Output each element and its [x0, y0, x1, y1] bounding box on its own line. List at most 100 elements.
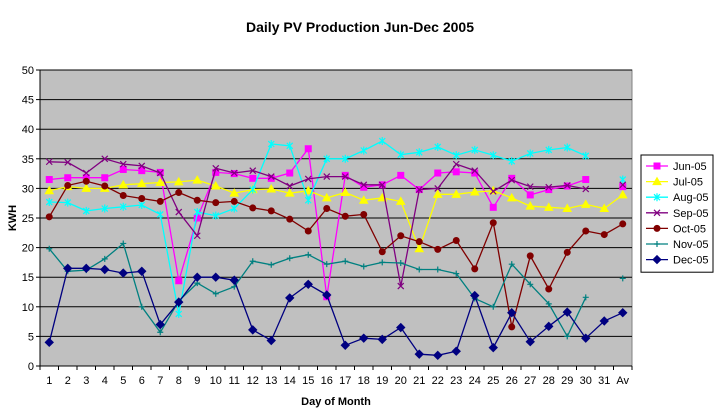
x-tick-label: 11 [229, 375, 240, 387]
data-point [653, 209, 661, 217]
data-point [81, 183, 92, 192]
data-point [526, 252, 534, 260]
data-point [452, 151, 460, 160]
y-axis-ticks: 0 5 10 15 20 25 30 35 40 45 50 [22, 65, 40, 373]
data-point [138, 167, 146, 175]
y-tick-label: 35 [22, 154, 34, 166]
data-point [229, 275, 239, 285]
data-point [230, 169, 238, 177]
data-point [174, 297, 184, 307]
data-point [156, 197, 164, 205]
legend-item: Nov-05 [646, 239, 708, 251]
data-point [230, 197, 238, 205]
data-point [192, 272, 202, 282]
data-point [582, 185, 590, 193]
x-axis-ticks: 1 2 3 4 5 6 7 8 9 10 11 12 13 14 15 16 17 18 19 20 21 22 23 24 2… [39, 366, 633, 387]
data-point [434, 169, 442, 177]
data-point [507, 308, 517, 318]
data-point [619, 183, 627, 191]
data-point [379, 259, 386, 266]
x-tick-label: 3 [83, 375, 89, 387]
data-point [138, 303, 145, 310]
legend-label: Jun-05 [673, 161, 707, 173]
data-point [286, 215, 294, 223]
data-point [155, 319, 165, 330]
data-point [378, 181, 386, 189]
y-tick-label: 10 [22, 302, 34, 314]
data-point [397, 259, 404, 266]
data-point [545, 285, 553, 293]
x-tick-label: 23 [450, 375, 462, 387]
data-point [397, 171, 405, 179]
data-point [211, 272, 221, 282]
x-tick-label: 30 [580, 375, 592, 387]
data-point [118, 179, 129, 189]
data-point [489, 219, 497, 227]
data-point [249, 204, 257, 212]
data-point [545, 145, 553, 154]
data-point [360, 210, 368, 218]
y-tick-label: 5 [28, 331, 34, 343]
data-point [175, 309, 183, 318]
data-point [397, 282, 405, 290]
data-point [452, 168, 460, 176]
data-point [64, 198, 72, 207]
data-point [64, 181, 72, 189]
data-point [323, 205, 331, 213]
data-point [508, 323, 516, 331]
y-axis-label: KWH [7, 205, 19, 231]
data-point [119, 192, 127, 200]
data-point [415, 186, 423, 194]
data-point [415, 238, 423, 246]
legend-box [640, 154, 714, 273]
data-point [249, 185, 257, 194]
data-point [341, 173, 349, 180]
x-tick-label: 5 [120, 375, 126, 387]
data-point [100, 264, 110, 275]
series-line [49, 179, 624, 251]
data-point [341, 154, 349, 163]
data-point [304, 145, 312, 153]
data-point [600, 231, 608, 239]
data-point [488, 185, 499, 195]
data-point [525, 201, 536, 210]
data-point [340, 340, 350, 350]
data-point [267, 174, 275, 182]
data-point [508, 157, 516, 166]
data-point [416, 266, 423, 273]
data-point [582, 294, 589, 301]
data-point [618, 308, 628, 318]
data-point [341, 171, 349, 179]
data-point [284, 188, 295, 197]
data-point [192, 175, 203, 184]
data-point [45, 158, 53, 166]
x-tick-label: 28 [543, 375, 555, 387]
data-point [434, 184, 442, 192]
data-point [63, 263, 73, 274]
data-point [82, 169, 90, 177]
data-point [414, 349, 424, 359]
data-point [285, 293, 295, 303]
data-point [452, 160, 460, 168]
data-point [432, 189, 443, 198]
data-point [101, 174, 109, 182]
data-point [395, 196, 406, 205]
x-tick-label: 2 [65, 375, 71, 387]
data-point [101, 255, 108, 262]
data-point [303, 279, 313, 290]
data-point [525, 337, 535, 347]
x-tick-label: 13 [265, 375, 277, 387]
legend-label: Sep-05 [673, 208, 708, 220]
data-point [545, 300, 552, 307]
data-point [469, 186, 480, 196]
data-point [488, 342, 498, 353]
data-point [397, 232, 405, 240]
data-point [527, 281, 534, 288]
data-point [304, 196, 312, 205]
data-point [193, 208, 201, 217]
data-point [286, 141, 294, 150]
x-tick-label: 27 [524, 375, 536, 387]
legend-item: Jul-05 [646, 176, 703, 189]
data-point [101, 204, 109, 213]
